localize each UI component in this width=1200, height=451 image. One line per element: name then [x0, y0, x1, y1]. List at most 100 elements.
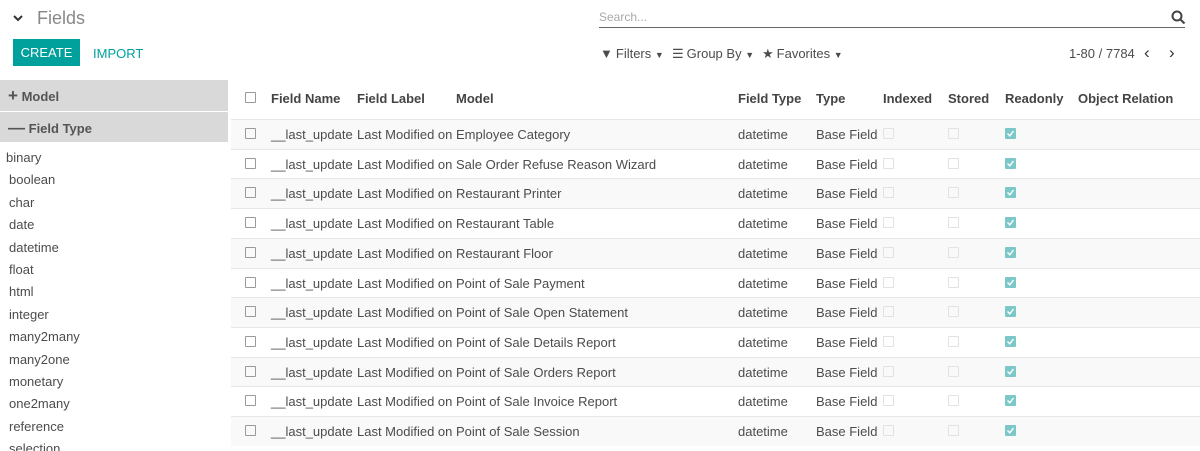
- import-button[interactable]: IMPORT: [93, 46, 144, 61]
- boolean-checkbox: [948, 395, 959, 407]
- boolean-checkbox: [1005, 425, 1016, 436]
- cell: __last_update: [271, 216, 353, 232]
- row-checkbox[interactable]: [245, 157, 256, 169]
- boolean-checkbox: [1005, 246, 1016, 258]
- row-checkbox[interactable]: [245, 335, 256, 347]
- cell: datetime: [738, 216, 788, 232]
- cell: Point of Sale Details Report: [456, 334, 616, 350]
- boolean-checkbox: [1005, 335, 1016, 347]
- cell: __last_update: [271, 424, 353, 439]
- column-header[interactable]: Stored: [948, 91, 990, 106]
- cell: Last Modified on: [357, 186, 453, 202]
- cell: datetime: [738, 334, 788, 350]
- cell: Point of Sale Orders Report: [456, 364, 616, 380]
- field-type-item[interactable]: integer: [9, 306, 49, 322]
- column-header[interactable]: Model: [456, 91, 494, 106]
- pager: 1-80 / 7784: [1069, 46, 1135, 61]
- cell: __last_update: [271, 275, 353, 291]
- table-row[interactable]: [231, 326, 1200, 357]
- table-row[interactable]: [231, 386, 1200, 417]
- create-button[interactable]: CREATE: [13, 39, 80, 66]
- column-header[interactable]: Field Label: [357, 91, 425, 106]
- column-header[interactable]: Field Name: [271, 91, 341, 106]
- column-header[interactable]: Type: [816, 91, 846, 106]
- cell: Last Modified on: [357, 156, 453, 172]
- cell: __last_update: [271, 156, 353, 172]
- field-type-item[interactable]: binary: [6, 150, 42, 165]
- row-checkbox[interactable]: [245, 217, 256, 229]
- collapse-caret[interactable]: [12, 12, 24, 24]
- row-checkbox[interactable]: [245, 425, 256, 436]
- field-type-item[interactable]: boolean: [9, 172, 56, 188]
- row-checkbox[interactable]: [245, 395, 256, 407]
- boolean-checkbox: [948, 246, 959, 258]
- sidebar-section[interactable]: + Model: [0, 80, 228, 111]
- boolean-checkbox: [1005, 157, 1016, 169]
- boolean-checkbox: [883, 246, 894, 258]
- boolean-checkbox: [883, 187, 894, 199]
- select-all-checkbox[interactable]: [245, 92, 256, 103]
- field-type-item[interactable]: reference: [9, 418, 64, 434]
- filters-dropdown[interactable]: ▼ Filters ▼: [600, 46, 664, 61]
- boolean-checkbox: [883, 395, 894, 407]
- boolean-checkbox: [948, 276, 959, 288]
- boolean-checkbox: [948, 157, 959, 169]
- column-header[interactable]: Field Type: [738, 91, 802, 106]
- column-header[interactable]: Readonly: [1005, 91, 1064, 106]
- cell: __last_update: [271, 364, 353, 380]
- row-checkbox[interactable]: [245, 365, 256, 377]
- row-checkbox[interactable]: [245, 246, 256, 258]
- pager-prev[interactable]: ‹: [1144, 43, 1150, 62]
- group-by-dropdown[interactable]: ☰ Group By ▼: [672, 46, 755, 61]
- cell: Last Modified on: [357, 364, 453, 380]
- field-type-item[interactable]: monetary: [9, 374, 64, 389]
- table-row[interactable]: [231, 297, 1200, 328]
- field-type-item[interactable]: char: [9, 194, 35, 210]
- search-icon[interactable]: [1171, 10, 1186, 25]
- table-row[interactable]: [231, 356, 1200, 387]
- table-row[interactable]: [231, 119, 1200, 149]
- boolean-checkbox: [948, 335, 959, 347]
- field-type-item[interactable]: float: [9, 262, 34, 277]
- cell: Restaurant Floor: [456, 245, 553, 261]
- table-row[interactable]: [231, 178, 1200, 209]
- field-type-item[interactable]: html: [9, 284, 34, 300]
- boolean-checkbox: [948, 217, 959, 229]
- cell: Base Field: [816, 275, 878, 291]
- boolean-checkbox: [1005, 365, 1016, 377]
- table-row[interactable]: [231, 237, 1200, 268]
- table-row[interactable]: [231, 416, 1200, 446]
- table-row[interactable]: [231, 208, 1200, 239]
- cell: __last_update: [271, 305, 353, 321]
- column-header[interactable]: Object Relation: [1078, 91, 1174, 106]
- column-header[interactable]: Indexed: [883, 91, 933, 106]
- cell: Base Field: [816, 216, 878, 232]
- group-by-label: Group By: [686, 46, 742, 61]
- field-type-item[interactable]: selection: [9, 441, 61, 451]
- field-type-item[interactable]: date: [9, 217, 35, 233]
- row-checkbox[interactable]: [245, 306, 256, 318]
- boolean-checkbox: [883, 425, 894, 436]
- sidebar-section[interactable]: — Field Type: [0, 112, 228, 142]
- cell: Employee Category: [456, 127, 571, 142]
- field-type-item[interactable]: one2many: [9, 396, 70, 412]
- field-type-item[interactable]: many2one: [9, 351, 70, 367]
- field-type-item[interactable]: many2many: [9, 329, 80, 345]
- pager-next[interactable]: ›: [1169, 43, 1175, 62]
- cell: __last_update: [271, 245, 353, 261]
- table-row[interactable]: [231, 267, 1200, 298]
- table-row[interactable]: [231, 148, 1200, 179]
- boolean-checkbox: [1005, 395, 1016, 407]
- search-placeholder: Search...: [599, 10, 648, 24]
- cell: Base Field: [816, 334, 878, 350]
- field-type-item[interactable]: datetime: [9, 239, 59, 255]
- row-checkbox[interactable]: [245, 276, 256, 288]
- cell: datetime: [738, 127, 788, 142]
- row-checkbox[interactable]: [245, 128, 256, 139]
- section-label: Model: [21, 89, 60, 104]
- row-checkbox[interactable]: [245, 187, 256, 199]
- search-box[interactable]: Search...: [599, 10, 1185, 28]
- boolean-checkbox: [883, 157, 894, 169]
- title: Fields: [37, 8, 86, 28]
- favorites-dropdown[interactable]: ★ Favorites ▼: [762, 46, 843, 61]
